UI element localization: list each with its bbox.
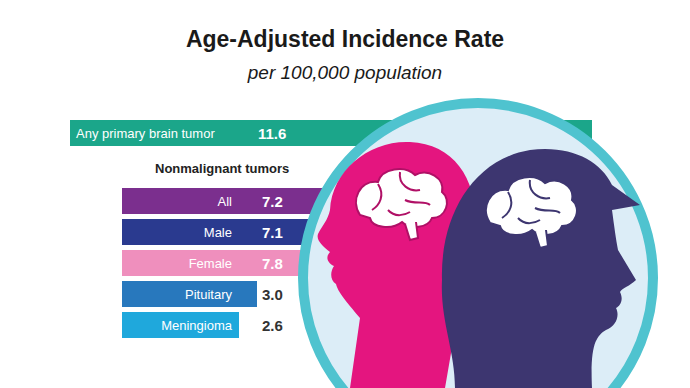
svg-text:7.2: 7.2 [262,193,283,210]
svg-text:7.1: 7.1 [262,224,283,241]
svg-text:Any primary brain tumor: Any primary brain tumor [76,126,215,141]
html-text:Nonmalignant tumors: Nonmalignant tumors [155,161,290,176]
html-text:per 100,000 population: per 100,000 population [247,62,443,83]
svg-text:Female: Female [189,256,232,271]
svg-text:Pituitary: Pituitary [185,287,232,302]
svg-text:11.6: 11.6 [258,125,286,142]
svg-text:All: All [218,194,233,209]
svg-text:Male: Male [204,225,232,240]
svg-text:7.8: 7.8 [262,255,283,272]
svg-text:Meningioma: Meningioma [161,318,233,333]
html-text:Age-Adjusted Incidence Rate: Age-Adjusted Incidence Rate [185,26,505,52]
svg-text:3.0: 3.0 [262,286,283,303]
svg-text:2.6: 2.6 [262,317,283,334]
